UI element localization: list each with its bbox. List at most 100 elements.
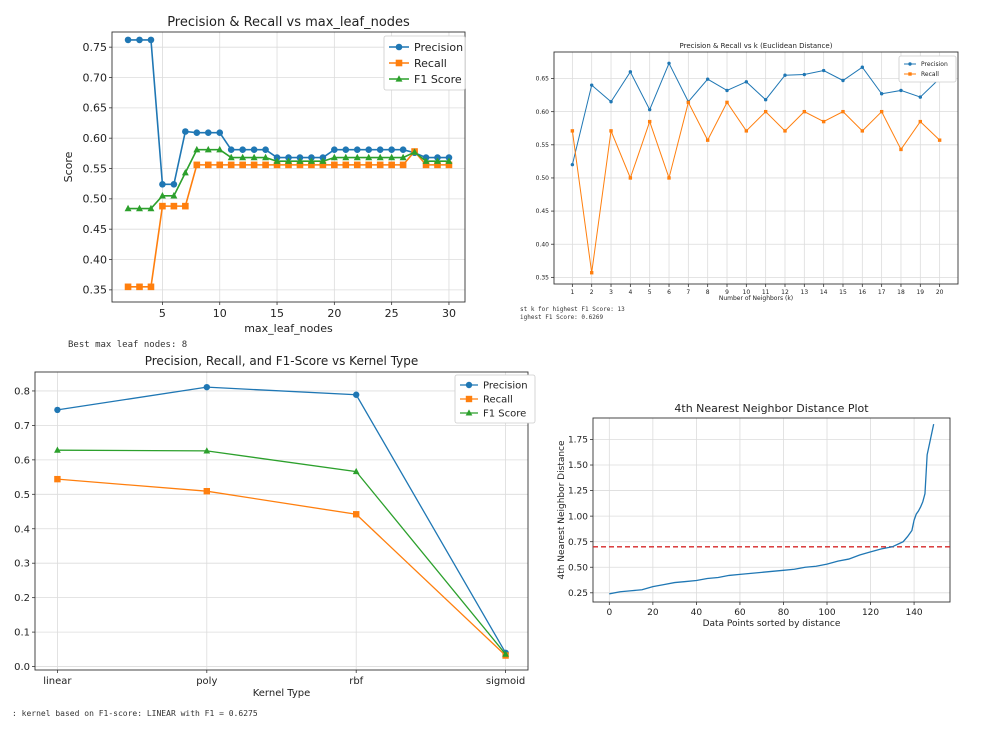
data-point <box>502 650 509 657</box>
x-axis-label: Kernel Type <box>253 688 311 699</box>
x-tick-label: 40 <box>691 608 703 618</box>
data-point <box>193 161 201 169</box>
data-point <box>763 98 768 102</box>
data-point <box>273 161 281 169</box>
data-point <box>388 146 395 154</box>
y-tick-label: 0.60 <box>83 132 108 145</box>
data-point <box>331 146 338 154</box>
y-tick-label: 0.2 <box>14 593 30 604</box>
legend-marker <box>395 75 403 82</box>
y-tick-label: 0.8 <box>14 386 30 397</box>
data-point <box>136 36 143 44</box>
data-point <box>239 153 247 161</box>
data-point <box>330 153 338 161</box>
data-point <box>216 161 224 169</box>
series-1 <box>54 475 509 659</box>
data-point <box>686 100 691 105</box>
output-best-max-leaf-nodes: Best max leaf nodes: 8 <box>68 340 188 350</box>
legend: Precision Recall F1 Score <box>383 35 466 91</box>
legend: Precision Recall F1 Score <box>454 374 536 424</box>
data-point <box>203 447 211 454</box>
data-point <box>227 146 235 154</box>
data-point <box>821 68 826 73</box>
data-point <box>124 204 132 212</box>
series-0 <box>570 61 942 167</box>
data-point <box>182 128 189 135</box>
y-tick-label: 0.55 <box>83 162 108 175</box>
data-point <box>841 78 845 83</box>
data-point <box>434 161 441 169</box>
y-tick-label: 0.45 <box>536 208 550 215</box>
series-1 <box>570 100 942 275</box>
chart-leaf-nodes: 5 10 15 20 25 30 0.35 0.40 0.45 0.50 0.55 0.60 0.65 0… <box>60 8 480 335</box>
y-tick-label: 0.40 <box>536 241 550 248</box>
data-point <box>342 161 350 169</box>
data-point <box>250 146 258 154</box>
x-tick-label: 120 <box>862 608 879 618</box>
data-point <box>445 161 453 169</box>
chart-title: Precision & Recall vs max_leaf_nodes <box>167 15 410 30</box>
data-point <box>937 138 942 142</box>
data-point <box>376 146 384 154</box>
plot-frame <box>111 31 466 303</box>
plot-frame <box>553 51 959 285</box>
data-point <box>388 153 396 161</box>
x-tick-label: 4 <box>628 289 632 296</box>
data-point <box>193 145 201 153</box>
data-point <box>647 107 652 112</box>
chart-knn-k: 1 2 3 4 5 6 7 8 9 10 11 12 13 14 15 16 17 18 19 20 0.35 0.40 0… <box>518 38 970 310</box>
legend-box <box>898 55 957 83</box>
data-point <box>203 488 211 495</box>
x-tick-label: 15 <box>270 307 284 320</box>
legend-marker <box>465 381 473 389</box>
chart-knn-k-svg: 1 2 3 4 5 6 7 8 9 10 11 12 13 14 15 16 17 18 19 200.350.400… <box>536 42 959 302</box>
x-tick-label: 20 <box>936 289 944 296</box>
data-point <box>227 153 235 161</box>
legend-marker <box>465 409 473 416</box>
data-point <box>705 138 710 142</box>
data-point <box>239 161 246 169</box>
series-line <box>571 100 940 273</box>
data-point <box>158 192 166 199</box>
y-tick-label: 0.6 <box>14 455 30 466</box>
y-tick-label: 0.40 <box>83 253 108 266</box>
y-tick-label: 0.0 <box>14 662 30 673</box>
y-tick-label: 0.50 <box>83 193 108 206</box>
x-tick-label: 1 <box>570 289 574 296</box>
data-point <box>422 157 430 164</box>
data-point <box>899 88 903 93</box>
legend-label: Recall <box>414 57 447 70</box>
y-tick-label: 0.75 <box>568 538 588 548</box>
x-tick-label: 100 <box>818 608 835 618</box>
x-tick-label: 60 <box>734 608 746 618</box>
y-tick-label: 0.45 <box>83 223 108 236</box>
x-tick-label: 20 <box>647 608 659 618</box>
y-tick-label: 0.65 <box>83 102 108 115</box>
y-tick-label: 1.00 <box>568 512 588 522</box>
chart-title: Precision & Recall vs k (Euclidean Dista… <box>680 42 833 50</box>
x-tick-label: 17 <box>878 289 886 296</box>
chart-leaf-nodes-svg: 5 10 15 20 25 30 0.35 0.40 0.45 0.50 0.55 0.60 0.65 0… <box>62 15 466 335</box>
data-point <box>296 161 304 169</box>
data-point <box>239 146 246 154</box>
x-tick-label: poly <box>196 676 217 687</box>
data-point <box>352 467 360 475</box>
legend-label: Precision <box>483 381 528 392</box>
plot-frame <box>592 417 951 603</box>
legend-box <box>383 35 466 91</box>
output-best-k: st k for highest F1 Score: 13 <box>520 306 625 313</box>
data-point <box>399 153 407 161</box>
data-point <box>422 161 430 169</box>
data-point <box>365 153 373 161</box>
data-point <box>147 204 155 212</box>
data-point <box>388 161 395 169</box>
data-point <box>170 192 178 199</box>
data-point <box>609 100 613 104</box>
data-point <box>147 283 155 291</box>
plot-frame <box>34 371 529 671</box>
data-point <box>609 129 613 133</box>
y-tick-label: 0.5 <box>14 490 30 501</box>
y-tick-label: 0.50 <box>536 175 550 182</box>
legend-label: F1 Score <box>414 73 462 86</box>
data-point <box>181 168 189 176</box>
